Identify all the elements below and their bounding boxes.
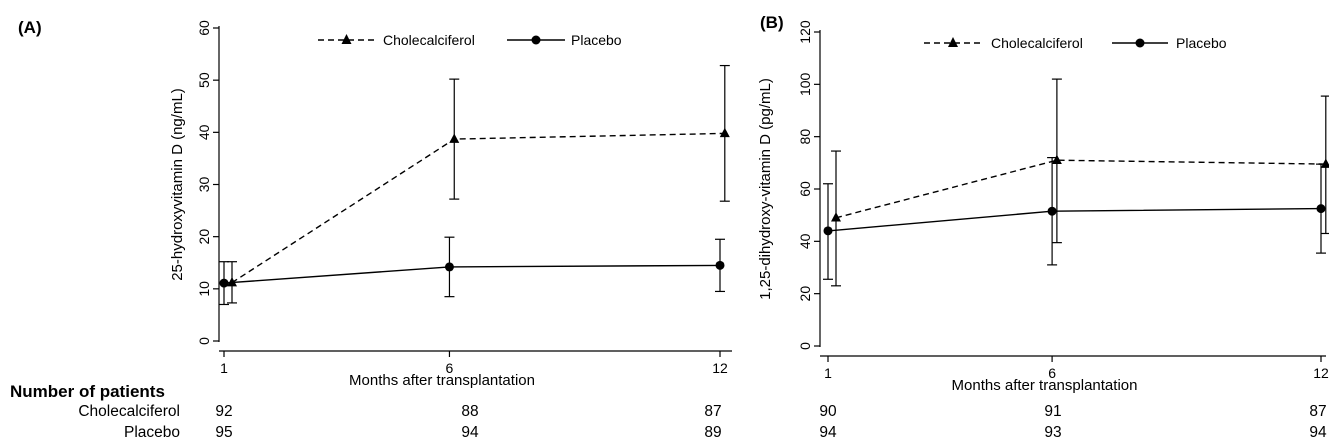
patients-count-cholecalciferol: 92 <box>215 403 232 420</box>
patients-count-cholecalciferol: 91 <box>1044 403 1061 420</box>
series-line-placebo <box>223 264 721 284</box>
data-point-cholecalciferol <box>227 276 237 287</box>
legend-label-placebo: Placebo <box>1176 35 1227 51</box>
x-axis-title: Months after transplantation <box>349 372 535 389</box>
y-tick-label: 100 <box>797 72 813 96</box>
y-tick-label: 50 <box>196 72 212 88</box>
y-tick-label: 120 <box>797 20 813 44</box>
data-point-cholecalciferol <box>449 133 460 143</box>
legend-label-cholecalciferol: Cholecalciferol <box>383 32 475 48</box>
x-tick-label: 6 <box>446 360 454 376</box>
legend-marker-cholecalciferol <box>948 37 958 47</box>
data-point-placebo <box>1316 204 1326 214</box>
number-of-patients-title: Number of patients <box>10 382 165 401</box>
group-label-cholecalciferol: Cholecalciferol <box>78 403 180 420</box>
y-tick-label: 0 <box>196 337 212 345</box>
chart-panel-b: (B) 0 20 40 60 80 100 120 1 6 12 Months after trans… <box>757 13 1329 441</box>
legend-marker-cholecalciferol <box>341 34 352 44</box>
y-tick-label: 60 <box>196 20 212 36</box>
patients-count-placebo: 94 <box>461 424 479 441</box>
series-line-cholecalciferol <box>231 132 725 284</box>
patients-count-placebo: 95 <box>215 424 232 441</box>
data-point-cholecalciferol <box>1051 154 1062 164</box>
data-point-cholecalciferol <box>1320 158 1329 168</box>
y-tick-label: 60 <box>797 181 813 197</box>
legend: Cholecalciferol Placebo <box>924 35 1227 51</box>
data-point-cholecalciferol <box>831 212 841 222</box>
y-tick-label: 20 <box>196 229 212 245</box>
y-tick-label: 0 <box>797 342 813 350</box>
group-label-placebo: Placebo <box>124 424 180 441</box>
y-axis-title: 1,25-dihydroxy-vitamin D (pg/mL) <box>757 78 774 300</box>
data-point-placebo <box>219 278 229 288</box>
legend-label-cholecalciferol: Cholecalciferol <box>991 35 1083 51</box>
y-tick-label: 40 <box>196 124 212 140</box>
chart-panel-a: (A) 0 10 20 30 40 50 60 1 6 12 Months after transpl… <box>18 18 732 441</box>
y-tick-label: 40 <box>797 233 813 249</box>
data-point-placebo <box>444 262 454 272</box>
panel-label: (B) <box>760 13 784 32</box>
data-point-cholecalciferol <box>719 127 730 138</box>
patients-count-cholecalciferol: 88 <box>461 403 478 420</box>
data-point-placebo <box>1047 206 1057 216</box>
patients-count-cholecalciferol: 87 <box>1309 403 1326 420</box>
patients-count-placebo: 94 <box>1309 424 1327 441</box>
panel-label: (A) <box>18 18 42 37</box>
legend-marker-placebo <box>531 35 541 45</box>
x-tick-label: 6 <box>1048 365 1056 381</box>
x-tick-label: 1 <box>824 365 832 381</box>
y-tick-label: 20 <box>797 286 813 302</box>
y-axis-title: 25-hydroxyvitamin D (ng/mL) <box>169 88 186 281</box>
y-tick-label: 30 <box>196 177 212 193</box>
series-line-placebo <box>827 207 1322 232</box>
x-axis-title: Months after transplantation <box>952 377 1138 394</box>
x-tick-label: 12 <box>1313 365 1329 381</box>
data-point-placebo <box>715 260 725 270</box>
patients-count-cholecalciferol: 87 <box>704 403 721 420</box>
patients-count-placebo: 93 <box>1044 424 1061 441</box>
data-point-placebo <box>823 226 833 236</box>
x-tick-label: 12 <box>712 360 728 376</box>
legend-label-placebo: Placebo <box>571 32 622 48</box>
x-tick-label: 1 <box>220 360 228 376</box>
legend: Cholecalciferol Placebo <box>318 32 622 48</box>
patients-count-placebo: 94 <box>819 424 837 441</box>
legend-marker-placebo <box>1135 38 1145 48</box>
patients-count-placebo: 89 <box>704 424 721 441</box>
y-tick-label: 80 <box>797 129 813 145</box>
y-tick-label: 10 <box>196 281 212 297</box>
patients-count-cholecalciferol: 90 <box>819 403 837 420</box>
